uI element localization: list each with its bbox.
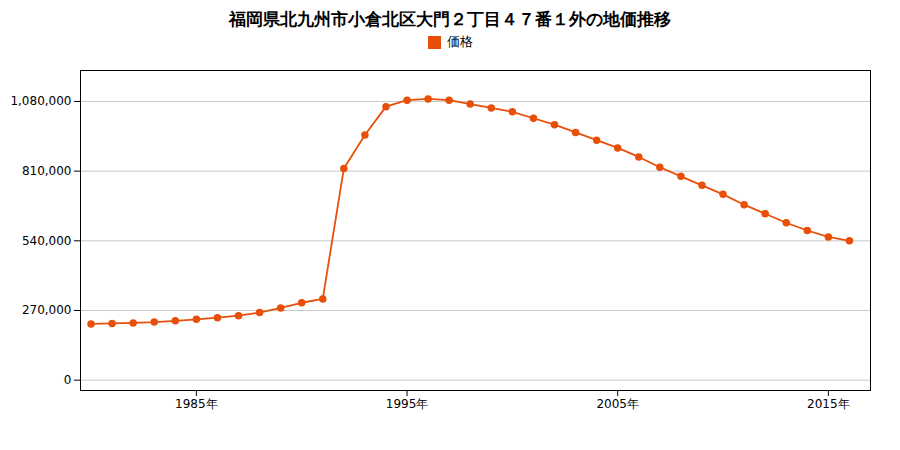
svg-text:540,000: 540,000 [22, 234, 72, 248]
svg-text:810,000: 810,000 [22, 164, 72, 178]
svg-text:2005年: 2005年 [596, 397, 639, 411]
svg-text:1985年: 1985年 [175, 397, 218, 411]
html-text:価格: 価格 [446, 34, 473, 49]
svg-text:2015年: 2015年 [807, 397, 850, 411]
html-text:福岡県北九州市小倉北区大門２丁目４７番１外の地価推移: 福岡県北九州市小倉北区大門２丁目４７番１外の地価推移 [229, 9, 671, 29]
svg-text:1,080,000: 1,080,000 [10, 94, 71, 108]
svg-text:270,000: 270,000 [22, 303, 72, 317]
svg-text:0: 0 [64, 373, 72, 387]
svg-text:1995年: 1995年 [386, 397, 429, 411]
